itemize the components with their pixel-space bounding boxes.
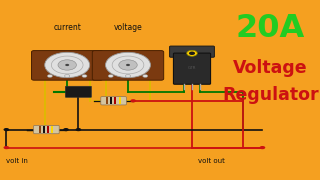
Bar [47, 126, 49, 133]
Circle shape [106, 52, 150, 78]
Text: Voltage: Voltage [233, 59, 308, 77]
Circle shape [126, 64, 130, 66]
FancyBboxPatch shape [101, 97, 126, 105]
Circle shape [130, 99, 136, 102]
Circle shape [65, 64, 69, 66]
Text: voltage: voltage [114, 23, 142, 32]
Circle shape [82, 75, 87, 77]
FancyBboxPatch shape [92, 51, 164, 80]
Bar [52, 126, 53, 133]
Text: GTR: GTR [188, 66, 196, 70]
FancyBboxPatch shape [173, 53, 211, 84]
Circle shape [65, 75, 70, 77]
Bar [39, 126, 41, 133]
FancyBboxPatch shape [170, 46, 214, 57]
Circle shape [189, 51, 195, 55]
Bar [110, 97, 112, 104]
Circle shape [4, 128, 9, 131]
FancyBboxPatch shape [65, 86, 92, 97]
Text: volt out: volt out [198, 158, 225, 164]
Bar [119, 97, 121, 104]
Circle shape [45, 52, 90, 78]
Bar [106, 97, 108, 104]
Circle shape [125, 75, 131, 77]
Bar [115, 97, 116, 104]
Bar [43, 126, 45, 133]
Circle shape [187, 50, 197, 56]
Circle shape [260, 146, 265, 149]
Text: current: current [53, 23, 81, 32]
Circle shape [76, 128, 81, 131]
Circle shape [63, 128, 69, 131]
Circle shape [47, 75, 52, 77]
Circle shape [108, 75, 113, 77]
Text: Regulator: Regulator [222, 86, 319, 104]
Circle shape [58, 60, 76, 70]
FancyBboxPatch shape [32, 51, 103, 80]
Circle shape [4, 146, 9, 149]
Text: 20A: 20A [236, 13, 305, 44]
Text: volt in: volt in [6, 158, 28, 164]
FancyBboxPatch shape [34, 125, 59, 134]
Circle shape [119, 60, 137, 70]
Circle shape [143, 75, 148, 77]
